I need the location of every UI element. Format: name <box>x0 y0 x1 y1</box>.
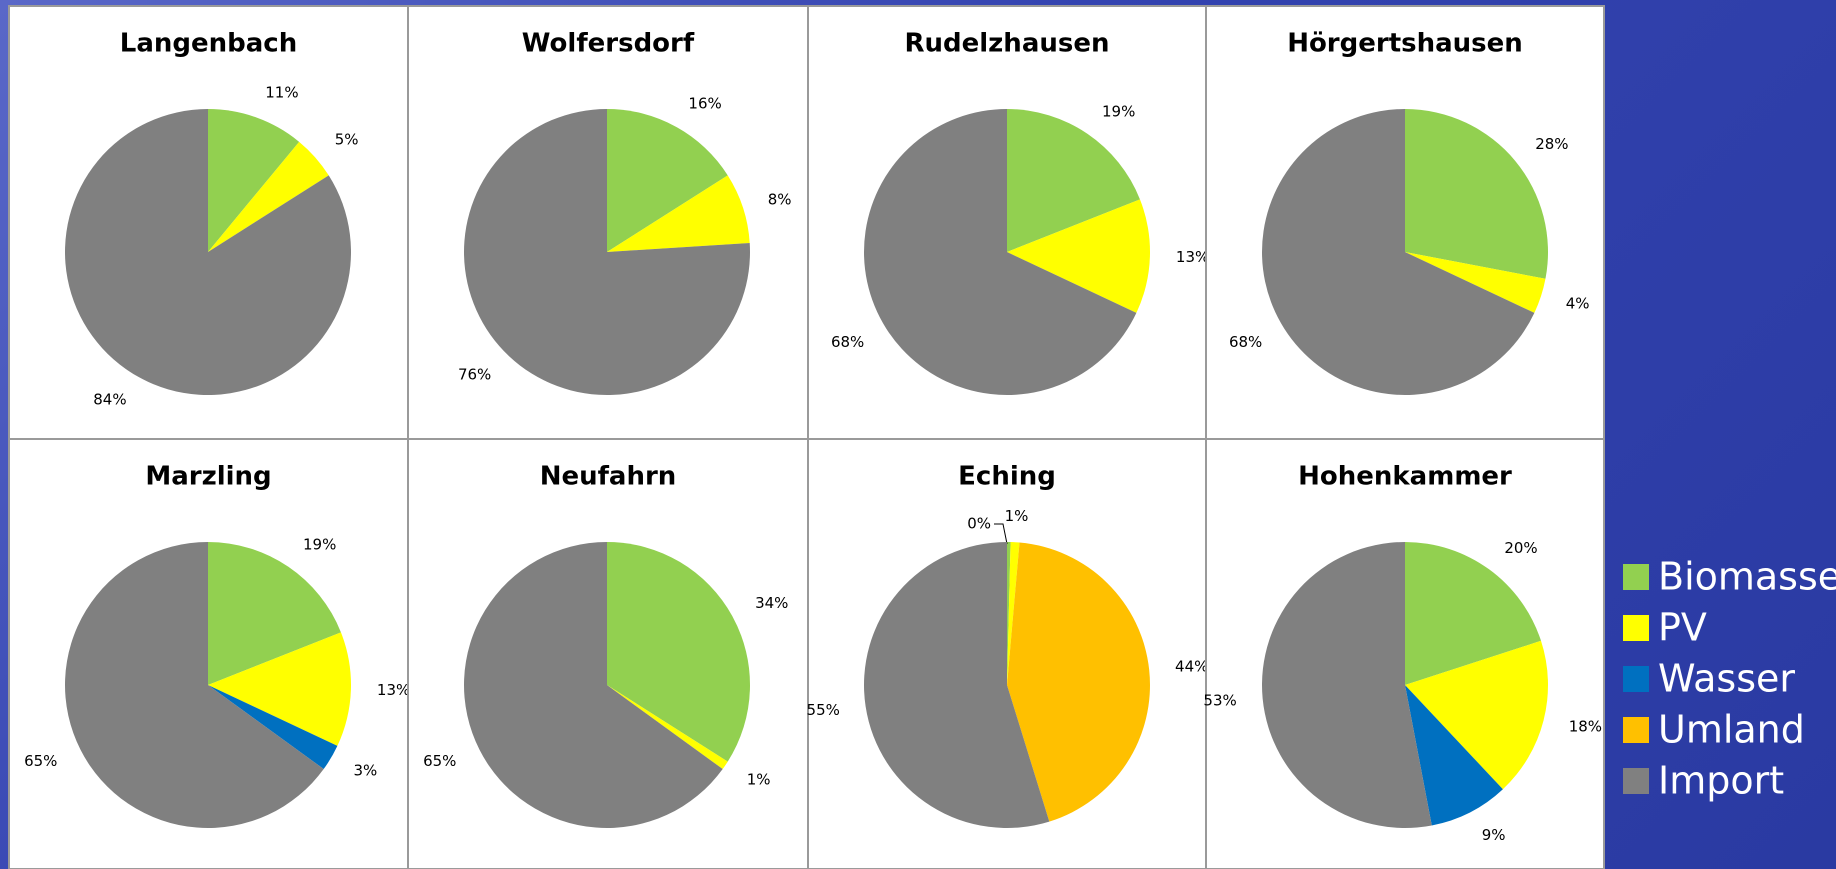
pie-slice <box>607 685 728 770</box>
value-label: 65% <box>423 752 456 770</box>
pie-slice <box>208 542 341 685</box>
chart-title: Eching <box>958 462 1056 492</box>
chart-title: Hörgertshausen <box>1287 29 1523 59</box>
value-label: 1% <box>1005 507 1029 525</box>
value-label: 1% <box>747 770 771 788</box>
legend-label: Umland <box>1658 708 1805 752</box>
pie-slice <box>208 632 351 746</box>
value-label: 28% <box>1535 135 1568 153</box>
chart-title: Neufahrn <box>540 462 677 492</box>
pie-slice <box>208 141 329 252</box>
pie-slice <box>1007 109 1140 252</box>
value-label: 5% <box>335 131 359 149</box>
value-label: 4% <box>1566 295 1590 313</box>
pie-slice <box>864 542 1050 829</box>
pie-slice <box>607 542 750 762</box>
value-label: 9% <box>1482 826 1506 844</box>
leader-line <box>994 523 1008 545</box>
value-label: 0% <box>967 515 991 533</box>
pie-slice <box>64 542 324 829</box>
value-label: 53% <box>1203 691 1236 709</box>
value-label: 55% <box>807 701 840 719</box>
value-label: 20% <box>1504 539 1537 557</box>
value-label: 68% <box>831 333 864 351</box>
legend-swatch <box>1623 615 1649 641</box>
value-label: 76% <box>458 366 491 384</box>
value-label: 34% <box>755 594 788 612</box>
legend-label: Import <box>1658 759 1784 803</box>
value-label: 19% <box>303 536 336 554</box>
pie-slice <box>864 109 1137 395</box>
value-label: 84% <box>93 391 126 409</box>
value-label: 16% <box>688 94 721 112</box>
legend-swatch <box>1623 666 1649 692</box>
pie-slice <box>607 109 728 252</box>
value-label: 44% <box>1175 658 1208 676</box>
chart-title: Wolfersdorf <box>522 29 695 59</box>
value-label: 13% <box>1176 248 1209 266</box>
value-label: 13% <box>377 681 410 699</box>
legend-label: Biomasse <box>1658 555 1836 599</box>
pie-slice <box>463 542 723 829</box>
pie-slice <box>607 175 750 252</box>
pie-slice <box>1405 685 1503 826</box>
legend-swatch <box>1623 564 1649 590</box>
pie-slice <box>1405 252 1546 313</box>
value-label: 68% <box>1229 333 1262 351</box>
pie-slice <box>1007 542 1150 822</box>
pie-slice <box>464 109 750 395</box>
pie-slice <box>1262 542 1432 828</box>
pie-slice <box>65 109 351 395</box>
legend-swatch <box>1623 717 1649 743</box>
pie-slice <box>1007 542 1020 685</box>
value-label: 65% <box>24 752 57 770</box>
legend-label: Wasser <box>1658 657 1795 701</box>
chart-title: Rudelzhausen <box>904 29 1109 59</box>
legend-swatch <box>1623 768 1649 794</box>
chart-title: Hohenkammer <box>1298 462 1512 492</box>
pie-slice <box>208 109 300 252</box>
value-label: 18% <box>1569 718 1602 736</box>
pie-slice <box>208 685 338 770</box>
value-label: 8% <box>768 190 792 208</box>
chart-title: Marzling <box>145 462 271 492</box>
pie-slice <box>1007 199 1150 313</box>
pie-slice <box>1262 109 1535 395</box>
value-label: 11% <box>265 83 298 101</box>
pie-slice <box>1007 542 1011 685</box>
value-label: 3% <box>353 762 377 780</box>
pie-slice <box>1405 542 1542 685</box>
legend-label: PV <box>1658 606 1707 650</box>
pie-slice <box>1405 640 1548 790</box>
value-label: 19% <box>1102 103 1135 121</box>
pie-slice <box>1405 109 1548 279</box>
chart-title: Langenbach <box>120 29 297 59</box>
